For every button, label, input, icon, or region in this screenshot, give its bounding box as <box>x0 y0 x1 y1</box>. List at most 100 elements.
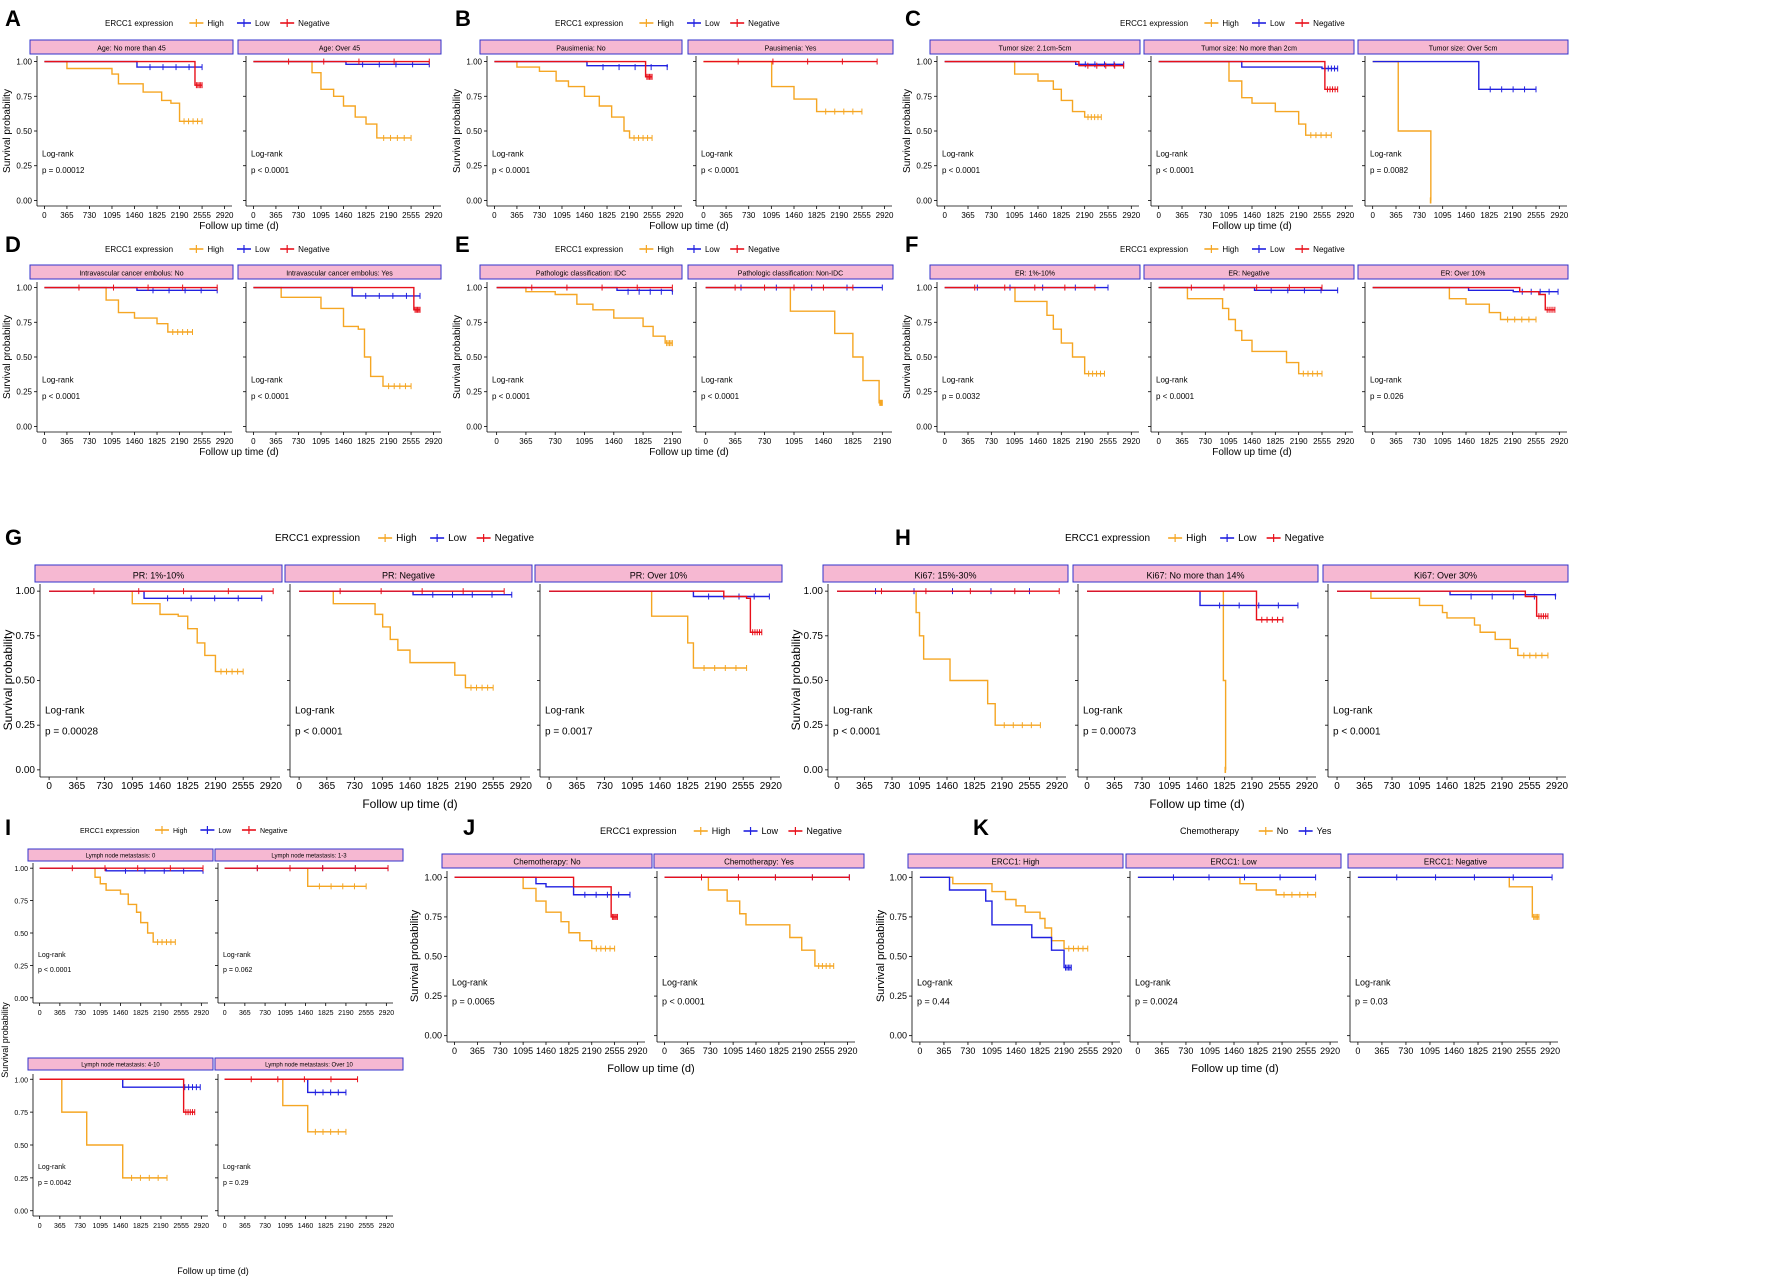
panel-label: D <box>5 232 21 257</box>
y-axis-label: Survival probability <box>452 89 463 173</box>
x-tick-label: 1825 <box>1480 211 1498 220</box>
y-tick-label: 1.00 <box>14 866 28 873</box>
facet-strip <box>1357 39 1569 55</box>
legend-title: ERCC1 expression <box>105 19 173 28</box>
y-axis-label: Survival probability <box>452 315 463 399</box>
y-tick-label: 0.25 <box>466 162 482 171</box>
x-tick-label: 2190 <box>792 1046 812 1056</box>
y-tick-label: 1.00 <box>466 284 482 293</box>
km-curve-negative <box>549 590 762 633</box>
km-curve-low <box>1372 60 1536 91</box>
panel-G: G ERCC1 expression High Low Negative Survival… <box>1 525 783 811</box>
facet-title: Tumor size: 2.1cm-5cm <box>999 46 1072 53</box>
y-tick-label: 1.00 <box>916 58 932 67</box>
x-tick-label: 1095 <box>1434 437 1452 446</box>
facet: Tumor size: No more than 2cm 0 365 730 1095 1… <box>1143 39 1355 220</box>
facet: ERCC1: Low 0 365 730 1095 1460 1825 2190 2555 292… <box>1125 853 1342 1056</box>
legend-label: Negative <box>260 828 288 835</box>
x-tick-label: 730 <box>493 1046 508 1056</box>
x-tick-label: 2920 <box>1122 211 1140 220</box>
logrank-label: Log-rank <box>492 150 525 159</box>
km-curve-negative <box>1087 590 1283 621</box>
x-tick-label: 1825 <box>148 211 166 220</box>
x-tick-label: 730 <box>74 1010 86 1017</box>
x-tick-label: 2920 <box>1296 781 1319 792</box>
x-tick-label: 2190 <box>830 211 848 220</box>
x-tick-label: 730 <box>703 1046 718 1056</box>
legend-item-low: Low <box>200 826 232 835</box>
x-tick-label: 2555 <box>358 1010 374 1017</box>
x-tick-label: 1095 <box>121 781 144 792</box>
x-tick-label: 2190 <box>1290 211 1308 220</box>
facet-strip <box>479 39 683 55</box>
facet-title: Lymph node metastasis: 1-3 <box>271 854 347 860</box>
x-tick-label: 0 <box>492 211 497 220</box>
facet: Tumor size: Over 5cm 0 365 730 1095 1460 1825 2… <box>1357 39 1569 220</box>
legend-item-high: High <box>155 826 188 835</box>
logrank-label: Log-rank <box>223 1164 251 1171</box>
x-tick-label: 2555 <box>232 781 255 792</box>
facet-title: ER: Over 10% <box>1441 271 1486 278</box>
facet-strip <box>29 39 234 55</box>
x-tick-label: 0 <box>917 1046 922 1056</box>
legend-item-high: High <box>1168 533 1207 544</box>
y-tick-label: 1.00 <box>14 1077 28 1084</box>
km-curve-negative <box>1158 60 1338 91</box>
x-tick-label: 2920 <box>1122 437 1140 446</box>
x-tick-label: 2555 <box>1527 211 1545 220</box>
x-tick-label: 0 <box>223 1223 227 1230</box>
facet: Lymph node metastasis: 1-3 0 365 730 1095 146… <box>214 848 404 1017</box>
x-tick-label: 2555 <box>173 1010 189 1017</box>
x-tick-label: 0 <box>942 211 947 220</box>
x-tick-label: 2920 <box>1550 211 1568 220</box>
km-curve-high <box>1372 60 1432 201</box>
x-tick-label: 1095 <box>1158 781 1181 792</box>
facet: Ki67: No more than 14% 0 365 730 1095 1460 182… <box>1072 564 1319 792</box>
facet-strip <box>822 564 1069 583</box>
km-curve-high <box>837 590 1041 726</box>
logrank-label: Log-rank <box>1370 376 1403 385</box>
p-value: p < 0.0001 <box>701 166 740 175</box>
facet-strip <box>929 264 1141 280</box>
x-tick-label: 1095 <box>1434 211 1452 220</box>
x-tick-label: 1460 <box>785 211 803 220</box>
y-tick-label: 0.00 <box>14 996 28 1003</box>
km-curve-low <box>1337 590 1557 597</box>
x-tick-label: 2190 <box>1492 1046 1512 1056</box>
p-value: p < 0.0001 <box>42 392 81 401</box>
x-tick-label: 730 <box>292 437 306 446</box>
km-curve-low <box>39 1078 201 1088</box>
facet-title: PR: 1%-10% <box>133 571 185 581</box>
km-curve-high <box>549 590 747 669</box>
x-tick-label: 1460 <box>335 211 353 220</box>
x-tick-label: 2920 <box>627 1046 647 1056</box>
y-axis-label: Survival probability <box>0 1002 10 1078</box>
facet-title: Age: No more than 45 <box>97 46 166 53</box>
legend: ERCC1 expression High Low Negative <box>105 19 330 28</box>
legend-item-yes: Yes <box>1298 826 1332 836</box>
panel-label: H <box>895 525 911 550</box>
logrank-label: Log-rank <box>251 376 284 385</box>
x-tick-label: 2555 <box>358 1223 374 1230</box>
x-tick-label: 2190 <box>1290 437 1308 446</box>
x-tick-label: 0 <box>1156 211 1161 220</box>
legend-label: Negative <box>748 245 780 254</box>
panel-E: E ERCC1 expression High Low Negative Survival… <box>452 232 894 458</box>
y-tick-label: 0.25 <box>889 991 907 1001</box>
y-tick-label: 0.25 <box>916 388 932 397</box>
legend-title: ERCC1 expression <box>1120 19 1188 28</box>
x-axis-label: Follow up time (d) <box>362 797 457 811</box>
p-value: p = 0.44 <box>917 996 950 1006</box>
x-tick-label: 1095 <box>103 211 121 220</box>
x-tick-label: 1825 <box>177 781 200 792</box>
x-tick-label: 1825 <box>1468 1046 1488 1056</box>
x-tick-label: 730 <box>1199 437 1213 446</box>
facet-title: PR: Negative <box>382 571 435 581</box>
x-tick-label: 1095 <box>762 211 780 220</box>
facet-strip <box>687 264 894 280</box>
legend-label: Low <box>762 826 779 836</box>
legend-label: High <box>657 19 673 28</box>
legend: ERCC1 expression High Low Negative <box>1120 245 1345 254</box>
facet: Intravascular cancer embolus: No 0.00 0.25… <box>16 264 234 446</box>
panel-label: K <box>973 815 989 840</box>
